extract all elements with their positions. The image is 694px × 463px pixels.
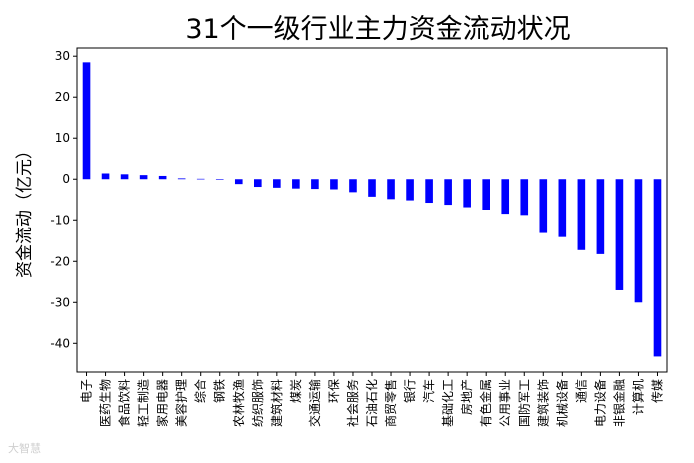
x-tick-label: 汽车 <box>421 379 436 403</box>
bar-7 <box>196 178 205 180</box>
x-tick-label: 计算机 <box>630 379 645 415</box>
bar-19 <box>425 179 433 204</box>
chart-title: 31个一级行业主力资金流动状况 <box>185 14 570 45</box>
y-tick-label: 20 <box>55 90 70 104</box>
y-tick-label: -10 <box>50 213 70 227</box>
bars-group <box>82 62 662 357</box>
bar-25 <box>539 179 548 233</box>
bar-24 <box>520 179 529 216</box>
x-tick-label: 电子 <box>80 379 94 403</box>
y-tick-label: -20 <box>50 254 70 268</box>
x-tick-label: 建筑材料 <box>269 379 284 427</box>
bar-8 <box>215 179 224 180</box>
y-tick-label: 10 <box>55 131 70 145</box>
bar-6 <box>177 178 186 180</box>
bar-10 <box>254 179 262 188</box>
y-tick-label: 30 <box>55 49 70 63</box>
bar-20 <box>444 179 452 206</box>
bar-21 <box>463 179 471 208</box>
x-tick-label: 农林牧渔 <box>232 379 246 427</box>
x-ticks-group: 电子 医药生物 食品饮料 轻工制造 家用电器 美容护理 综合 钢铁 农林牧渔 纺织服饰 建筑材料 煤炭… <box>80 372 664 427</box>
bar-30 <box>634 179 643 303</box>
x-tick-label: 公用事业 <box>498 379 512 427</box>
bar-27 <box>577 179 586 250</box>
x-tick-label: 银行 <box>403 379 417 403</box>
x-tick-label: 环保 <box>327 379 341 403</box>
bar-5 <box>158 175 167 180</box>
x-tick-label: 综合 <box>193 379 208 403</box>
bar-2 <box>101 173 110 180</box>
x-tick-label: 机械设备 <box>554 379 569 427</box>
x-tick-label: 钢铁 <box>213 379 227 403</box>
y-tick-label: -40 <box>50 336 70 350</box>
bar-4 <box>139 175 148 180</box>
bar-22 <box>482 179 490 210</box>
x-tick-label: 医药生物 <box>99 379 113 427</box>
bar-15 <box>349 179 357 193</box>
x-tick-label: 煤炭 <box>289 379 303 403</box>
bar-14 <box>330 179 338 190</box>
x-tick-label: 通信 <box>574 379 588 403</box>
bar-16 <box>368 179 376 197</box>
bar-28 <box>596 179 605 254</box>
x-tick-label: 房地产 <box>459 379 474 415</box>
bar-9 <box>234 179 243 185</box>
bar-12 <box>292 179 300 189</box>
x-tick-label: 家用电器 <box>155 379 170 427</box>
y-axis-label: 资金流动（亿元） <box>15 142 35 278</box>
x-tick-label: 有色金属 <box>478 379 493 427</box>
x-tick-label: 电力设备 <box>593 379 607 427</box>
watermark-logo: 大智慧 <box>8 442 41 455</box>
bar-11 <box>273 179 281 188</box>
y-ticks-group: 30 20 10 0 -10 -20 -30 -40 <box>50 49 77 350</box>
bar-23 <box>501 179 510 215</box>
bar-13 <box>311 179 319 190</box>
x-tick-label: 非银金融 <box>611 379 626 427</box>
x-tick-label: 传媒 <box>649 379 664 403</box>
x-tick-label: 纺织服饰 <box>251 379 265 427</box>
bar-26 <box>558 179 567 237</box>
bar-3 <box>120 174 129 180</box>
x-tick-label: 交通运输 <box>307 379 322 427</box>
y-tick-label: -30 <box>50 295 70 309</box>
x-tick-label: 基础化工 <box>441 379 455 427</box>
x-tick-label: 社会服务 <box>345 379 360 427</box>
bar-29 <box>615 179 624 290</box>
y-tick-label: 0 <box>62 172 70 186</box>
bar-31 <box>653 179 662 357</box>
bar-18 <box>406 179 414 201</box>
x-tick-label: 食品饮料 <box>117 379 132 427</box>
bar-1 <box>82 62 91 180</box>
x-tick-label: 轻工制造 <box>137 379 151 427</box>
x-tick-label: 商贸零售 <box>383 379 398 427</box>
x-tick-label: 美容护理 <box>174 379 189 427</box>
bar-17 <box>387 179 395 200</box>
x-tick-label: 石油石化 <box>365 379 379 427</box>
x-tick-label: 建筑装饰 <box>535 379 550 427</box>
x-tick-label: 国防军工 <box>516 379 531 427</box>
